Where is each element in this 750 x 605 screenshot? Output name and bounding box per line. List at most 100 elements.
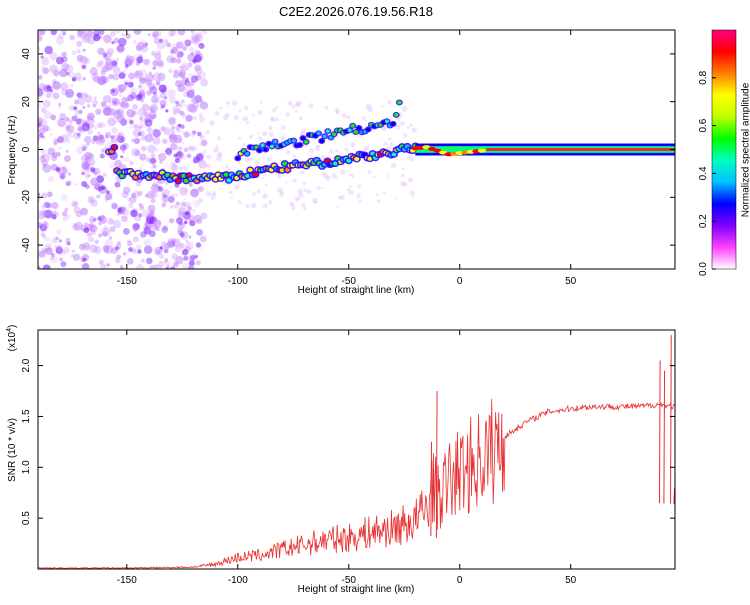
noise-blob xyxy=(97,220,103,226)
noise-blob xyxy=(294,197,300,202)
noise-blob xyxy=(396,124,401,130)
noise-blob xyxy=(81,123,90,132)
noise-blob xyxy=(68,104,75,111)
noise-blob xyxy=(103,51,112,60)
snr-scale-prefix: (x10 xyxy=(7,331,18,351)
noise-blob xyxy=(176,58,182,64)
noise-blob xyxy=(122,252,127,256)
noise-blob xyxy=(283,133,286,136)
noise-blob xyxy=(257,109,263,116)
noise-blob xyxy=(97,47,105,55)
noise-blob xyxy=(133,227,138,232)
noise-blob xyxy=(109,190,114,195)
noise-blob xyxy=(245,203,250,209)
noise-blob xyxy=(152,128,158,135)
noise-blob xyxy=(126,239,131,243)
noise-blob xyxy=(125,55,135,65)
branch-point xyxy=(366,127,371,132)
noise-blob xyxy=(178,69,187,77)
noise-blob xyxy=(189,145,195,150)
noise-blob xyxy=(64,207,69,212)
noise-blob xyxy=(302,181,307,186)
noise-blob xyxy=(372,175,376,179)
branch-point xyxy=(391,122,396,126)
noise-blob xyxy=(138,125,142,130)
noise-blob xyxy=(53,139,60,145)
noise-blob xyxy=(111,97,120,107)
noise-blob xyxy=(356,193,361,199)
noise-blob xyxy=(184,241,194,251)
noise-blob xyxy=(151,52,156,57)
noise-blob xyxy=(176,41,184,49)
noise-blob xyxy=(117,133,122,138)
noise-blob xyxy=(130,93,137,99)
noise-blob xyxy=(55,245,63,252)
noise-blob xyxy=(225,165,229,169)
noise-blob xyxy=(93,96,97,100)
noise-blob xyxy=(181,62,187,68)
noise-blob xyxy=(40,107,47,114)
noise-blob xyxy=(55,236,59,241)
noise-blob xyxy=(128,247,134,252)
noise-blob xyxy=(351,145,354,148)
noise-blob xyxy=(65,214,71,220)
noise-blob xyxy=(227,168,232,173)
noise-blob xyxy=(199,43,205,50)
noise-blob xyxy=(133,137,141,145)
y-tick-label: -40 xyxy=(21,237,32,252)
noise-blob xyxy=(62,32,67,36)
noise-blob xyxy=(163,242,171,250)
noise-blob xyxy=(189,46,195,52)
noise-blob xyxy=(280,135,286,142)
noise-blob xyxy=(108,96,118,106)
noise-blob xyxy=(50,253,55,257)
noise-blob xyxy=(145,215,155,225)
noise-blob xyxy=(338,195,343,200)
noise-blob xyxy=(195,66,203,75)
noise-blob xyxy=(152,219,162,229)
colorbar-tick-label: 0.8 xyxy=(698,70,709,84)
noise-blob xyxy=(40,148,46,154)
noise-blob xyxy=(78,127,83,132)
noise-blob xyxy=(171,238,181,248)
noise-blob xyxy=(114,246,120,251)
noise-blob xyxy=(94,135,100,141)
noise-blob xyxy=(44,236,50,242)
noise-blob xyxy=(46,202,53,209)
noise-blob xyxy=(256,189,262,194)
noise-blob xyxy=(146,126,153,133)
noise-blob xyxy=(194,39,198,43)
noise-blob xyxy=(109,226,116,233)
noise-blob xyxy=(277,187,283,194)
noise-blob xyxy=(156,30,163,37)
noise-blob xyxy=(96,194,101,199)
noise-blob xyxy=(231,100,238,106)
noise-blob xyxy=(165,109,169,113)
y-tick-label: 40 xyxy=(21,48,32,60)
noise-blob xyxy=(42,135,46,139)
noise-blob xyxy=(320,154,326,161)
noise-blob xyxy=(113,100,117,105)
noise-blob xyxy=(348,189,354,195)
noise-blob xyxy=(50,255,55,261)
branch-point xyxy=(260,143,265,147)
y-tick-label: 1.5 xyxy=(21,409,32,423)
noise-blob xyxy=(270,116,276,122)
noise-blob xyxy=(161,226,168,234)
noise-blob xyxy=(179,153,187,161)
noise-blob xyxy=(42,100,51,108)
noise-blob xyxy=(144,119,153,127)
noise-blob xyxy=(162,224,169,231)
spectrogram-x-ticks: -150 -100 -50 0 50 xyxy=(117,30,577,287)
noise-blob xyxy=(82,257,87,262)
noise-blob xyxy=(100,149,105,153)
noise-blob xyxy=(264,183,268,187)
noise-blob xyxy=(295,109,298,113)
noise-blob xyxy=(176,151,182,157)
noise-blob xyxy=(55,36,65,45)
noise-blob xyxy=(147,33,151,37)
noise-blob xyxy=(212,191,217,196)
noise-blob xyxy=(165,266,169,269)
noise-blob xyxy=(48,128,52,132)
noise-blob xyxy=(190,33,200,42)
